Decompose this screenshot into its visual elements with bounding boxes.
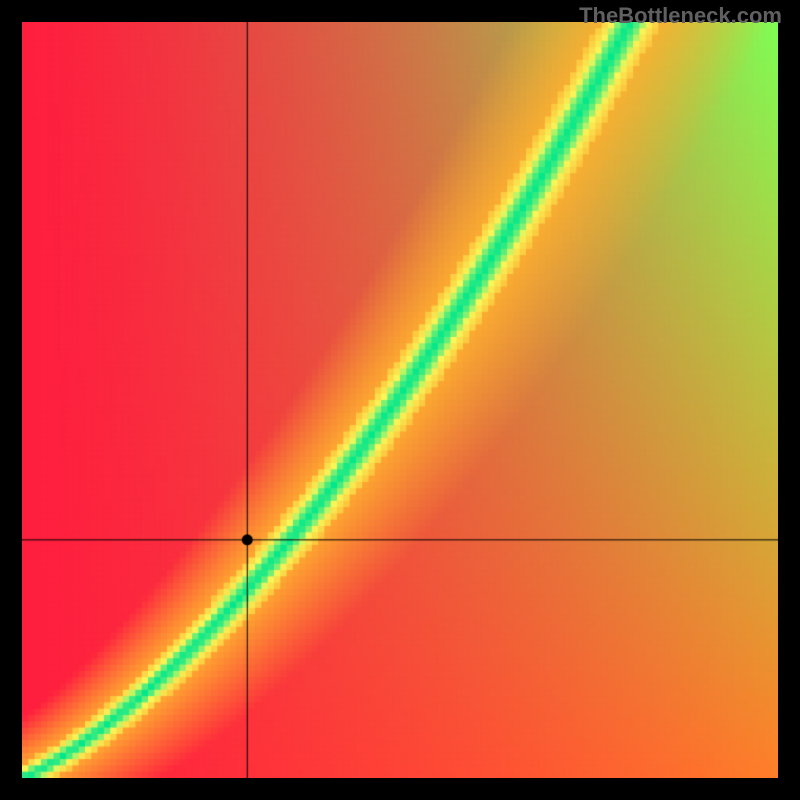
bottleneck-heatmap xyxy=(22,22,778,778)
watermark-text: TheBottleneck.com xyxy=(579,3,782,29)
chart-frame: TheBottleneck.com xyxy=(0,0,800,800)
